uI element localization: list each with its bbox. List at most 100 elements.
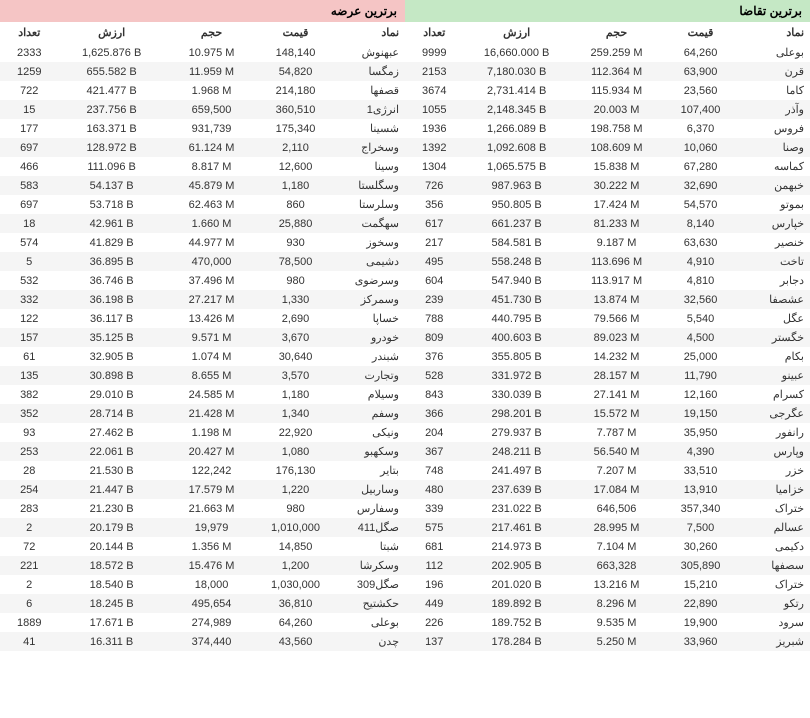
- cell-symbol: زمگسا: [333, 62, 405, 81]
- table-row: دجابر4,810113.917 M547.940 B604: [405, 271, 810, 290]
- cell-value: 36.198 B: [58, 290, 164, 309]
- cell-value: 248.211 B: [463, 442, 569, 461]
- cell-value: 122: [0, 309, 58, 328]
- cell-value: 113.917 M: [570, 271, 664, 290]
- table-row: خساپا2,69013.426 M36.117 B122: [0, 309, 405, 328]
- cell-value: 33,510: [663, 461, 737, 480]
- cell-value: 7,180.030 B: [463, 62, 569, 81]
- cell-value: 726: [405, 176, 463, 195]
- cell-value: 980: [258, 499, 332, 518]
- cell-value: 17.084 M: [570, 480, 664, 499]
- cell-symbol: بموتو: [738, 195, 810, 214]
- cell-value: 575: [405, 518, 463, 537]
- cell-value: 7.207 M: [570, 461, 664, 480]
- cell-value: 1889: [0, 613, 58, 632]
- cell-value: 574: [0, 233, 58, 252]
- cell-symbol: شبتا: [333, 537, 405, 556]
- cell-value: 226: [405, 613, 463, 632]
- cell-symbol: بوعلی: [333, 613, 405, 632]
- cell-value: 376: [405, 347, 463, 366]
- table-row: وآذر107,40020.003 M2,148.345 B1055: [405, 100, 810, 119]
- cell-value: 697: [0, 195, 58, 214]
- cell-value: 352: [0, 404, 58, 423]
- cell-value: 241.497 B: [463, 461, 569, 480]
- cell-symbol: وسفارس: [333, 499, 405, 518]
- table-row: وسخوز93044.977 M41.829 B574: [0, 233, 405, 252]
- cell-symbol: عبهنوش: [333, 43, 405, 62]
- cell-symbol: وسکهبو: [333, 442, 405, 461]
- table-row: شبریز33,9605.250 M178.284 B137: [405, 632, 810, 651]
- table-row: خزامیا13,91017.084 M237.639 B480: [405, 480, 810, 499]
- cell-value: 13.874 M: [570, 290, 664, 309]
- cell-value: 64,260: [258, 613, 332, 632]
- cell-value: 3,670: [258, 328, 332, 347]
- cell-value: 360,510: [258, 100, 332, 119]
- table-row: خبهمن32,69030.222 M987.963 B726: [405, 176, 810, 195]
- cell-symbol: وسکرشا: [333, 556, 405, 575]
- table-row: شبتا14,8501.356 M20.144 B72: [0, 537, 405, 556]
- demand-title: برترین تقاضا: [405, 0, 810, 22]
- cell-value: 4,810: [663, 271, 737, 290]
- table-row: عگل5,54079.566 M440.795 B788: [405, 309, 810, 328]
- table-row: ختراک15,21013.216 M201.020 B196: [405, 575, 810, 594]
- cell-value: 32,690: [663, 176, 737, 195]
- cell-value: 18.540 B: [58, 575, 164, 594]
- cell-symbol: چدن: [333, 632, 405, 651]
- cell-value: 30,260: [663, 537, 737, 556]
- cell-symbol: وساربیل: [333, 480, 405, 499]
- supply-table: نماد قیمت حجم ارزش تعداد عبهنوش148,14010…: [0, 22, 405, 651]
- cell-value: 584.581 B: [463, 233, 569, 252]
- cell-symbol: وصنا: [738, 138, 810, 157]
- cell-value: 15: [0, 100, 58, 119]
- table-row: سصفها305,890663,328202.905 B112: [405, 556, 810, 575]
- cell-symbol: خودرو: [333, 328, 405, 347]
- cell-symbol: ختراک: [738, 499, 810, 518]
- cell-value: 930: [258, 233, 332, 252]
- table-row: سرود19,9009.535 M189.752 B226: [405, 613, 810, 632]
- cell-value: 663,328: [570, 556, 664, 575]
- cell-value: 93: [0, 423, 58, 442]
- cell-value: 214,180: [258, 81, 332, 100]
- col-value: ارزش: [463, 22, 569, 43]
- cell-value: 4,910: [663, 252, 737, 271]
- cell-value: 112.364 M: [570, 62, 664, 81]
- cell-value: 25,000: [663, 347, 737, 366]
- table-row: وپارس4,39056.540 M248.211 B367: [405, 442, 810, 461]
- cell-value: 64,260: [663, 43, 737, 62]
- cell-symbol: دجابر: [738, 271, 810, 290]
- cell-value: 421.477 B: [58, 81, 164, 100]
- cell-value: 10,060: [663, 138, 737, 157]
- cell-symbol: وسلرستا: [333, 195, 405, 214]
- cell-value: 9.571 M: [165, 328, 259, 347]
- cell-value: 175,340: [258, 119, 332, 138]
- table-row: عشصفا32,56013.874 M451.730 B239: [405, 290, 810, 309]
- cell-value: 21.530 B: [58, 461, 164, 480]
- cell-symbol: صگل309: [333, 575, 405, 594]
- cell-value: 1,200: [258, 556, 332, 575]
- table-row: قرن63,900112.364 M7,180.030 B2153: [405, 62, 810, 81]
- table-row: عبهنوش148,14010.975 M1,625.876 B2333: [0, 43, 405, 62]
- cell-value: 9.187 M: [570, 233, 664, 252]
- cell-value: 32.905 B: [58, 347, 164, 366]
- cell-symbol: تاخت: [738, 252, 810, 271]
- cell-value: 19,979: [165, 518, 259, 537]
- cell-value: 1,266.089 B: [463, 119, 569, 138]
- cell-value: 178.284 B: [463, 632, 569, 651]
- col-symbol: نماد: [333, 22, 405, 43]
- cell-value: 7.104 M: [570, 537, 664, 556]
- demand-table: نماد قیمت حجم ارزش تعداد بوعلی64,260259.…: [405, 22, 810, 651]
- cell-value: 41.829 B: [58, 233, 164, 252]
- col-volume: حجم: [165, 22, 259, 43]
- table-row: وسخراج2,11061.124 M128.972 B697: [0, 138, 405, 157]
- col-price: قیمت: [663, 22, 737, 43]
- cell-value: 35.125 B: [58, 328, 164, 347]
- cell-value: 135: [0, 366, 58, 385]
- cell-symbol: خساپا: [333, 309, 405, 328]
- cell-value: 13.216 M: [570, 575, 664, 594]
- cell-value: 19,900: [663, 613, 737, 632]
- col-symbol: نماد: [738, 22, 810, 43]
- cell-value: 8.296 M: [570, 594, 664, 613]
- table-row: وساربیل1,22017.579 M21.447 B254: [0, 480, 405, 499]
- cell-value: 202.905 B: [463, 556, 569, 575]
- cell-value: 987.963 B: [463, 176, 569, 195]
